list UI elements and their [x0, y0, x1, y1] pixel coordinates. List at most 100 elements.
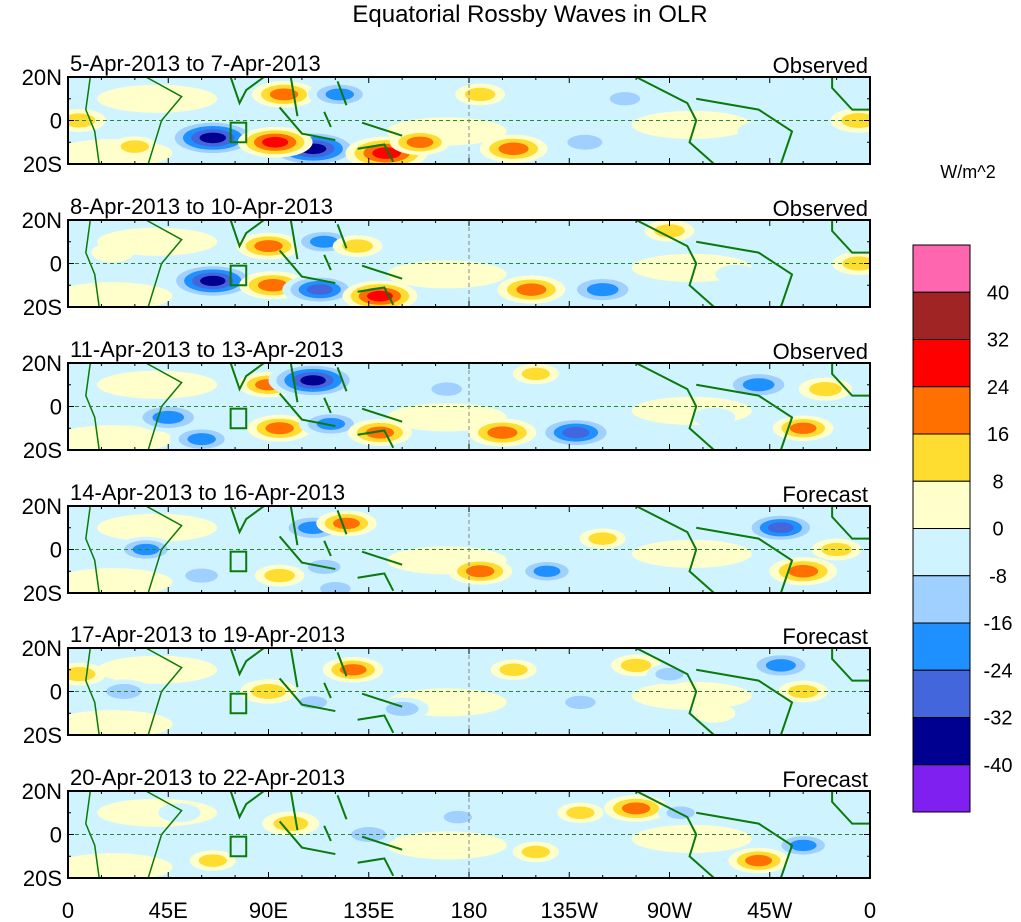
anomaly-contour	[692, 407, 736, 427]
anomaly-contour	[385, 701, 419, 716]
background-band	[631, 681, 752, 710]
asia-coastline	[229, 77, 403, 163]
colorbar-label: 24	[987, 377, 1009, 399]
panel-4: 20N 0 20S 14-Apr-2013 to 16-Apr-2013 Forecas…	[22, 480, 871, 606]
anomaly-contour	[185, 568, 219, 583]
colorbar: 40 32 24 16 8 0 -8 -16 -24 -32 -40	[912, 244, 1013, 813]
background-band	[97, 513, 218, 542]
x-tick-label: 0	[864, 898, 876, 922]
x-tick-label: 45E	[149, 898, 188, 922]
colorbar-label: 32	[987, 330, 1009, 352]
colorbar-swatch	[912, 717, 971, 766]
colorbar-swatch	[912, 528, 971, 577]
anomaly-contour	[200, 275, 226, 287]
anomaly-contour	[254, 240, 283, 253]
panel-date: 5-Apr-2013 to 7-Apr-2013	[70, 51, 321, 76]
anomaly-contour	[106, 684, 142, 699]
panel-field	[68, 648, 870, 735]
anomaly-contour	[809, 382, 842, 397]
anomaly-contour	[273, 816, 309, 832]
anomaly-contour	[443, 810, 473, 824]
anomaly-contour	[333, 517, 360, 530]
anomaly-contour	[842, 256, 870, 271]
colorbar-swatch	[912, 669, 971, 718]
anomaly-contour	[431, 382, 462, 396]
anomaly-contour	[789, 422, 817, 434]
colorbar-label: 40	[987, 282, 1009, 304]
panel-date: 14-Apr-2013 to 16-Apr-2013	[70, 480, 345, 505]
panel-2: 20N 0 20S 8-Apr-2013 to 10-Apr-2013 Observed	[22, 194, 871, 320]
anomaly-contour	[198, 854, 227, 867]
x-tick-label: 180	[451, 898, 488, 922]
panel-kind: Observed	[773, 196, 868, 221]
chart-title: Equatorial Rossby Waves in OLR	[352, 1, 707, 28]
region-box	[229, 264, 248, 287]
colorbar-label: -32	[984, 708, 1013, 730]
anomaly-contour	[351, 827, 387, 842]
anomaly-contour	[152, 410, 185, 424]
asia-coastline	[229, 506, 403, 592]
anomaly-contour	[567, 134, 603, 150]
panel-field	[68, 220, 870, 307]
anomaly-contour	[342, 239, 373, 253]
y-tick-label: 0	[50, 680, 62, 705]
x-tick-label: 45W	[747, 898, 792, 922]
y-tick-label: 20N	[22, 351, 62, 376]
anomaly-contour	[199, 132, 227, 144]
colorbar-swatch	[912, 764, 971, 813]
anomaly-contour	[406, 136, 434, 148]
colorbar-label: -16	[984, 613, 1013, 635]
background-band	[68, 710, 173, 735]
panel-date: 11-Apr-2013 to 13-Apr-2013	[70, 337, 344, 362]
colorbar-swatch	[912, 339, 971, 388]
y-tick-label: 20S	[23, 438, 62, 463]
anomaly-contour	[499, 663, 528, 677]
asia-coastline	[229, 363, 403, 449]
background-band	[631, 110, 752, 139]
panel-6: 20N 0 20S 20-Apr-2013 to 22-Apr-2013 Forecas…	[22, 765, 871, 891]
anomaly-contour	[257, 279, 288, 292]
anomaly-contour	[586, 283, 619, 297]
colorbar-swatch	[912, 386, 971, 435]
y-tick-label: 20S	[23, 866, 62, 891]
panel-kind: Observed	[773, 339, 868, 364]
anomaly-contour	[562, 427, 590, 439]
panel-kind: Forecast	[782, 482, 868, 507]
anomaly-contour	[789, 839, 817, 852]
asia-coastline	[229, 791, 403, 877]
background-band	[386, 260, 507, 289]
background-band	[68, 853, 173, 878]
x-tick-label: 135W	[541, 898, 599, 922]
background-band	[97, 84, 218, 113]
y-tick-label: 20N	[22, 65, 62, 90]
anomaly-contour	[521, 845, 550, 859]
colorbar-label: -40	[984, 755, 1013, 777]
colorbar-label: -24	[984, 660, 1013, 682]
panel-1: 20N 0 20S 5-Apr-2013 to 7-Apr-2013 Observed	[22, 51, 871, 177]
anomaly-contour	[465, 565, 495, 578]
anomaly-contour	[300, 375, 326, 386]
anomaly-contour	[187, 433, 216, 446]
panel-kind: Observed	[773, 53, 868, 78]
anomaly-contour	[464, 87, 496, 102]
anomaly-contour	[316, 417, 346, 430]
anomaly-contour	[265, 422, 294, 435]
anomaly-contour	[692, 703, 736, 723]
background-band	[631, 824, 752, 853]
y-tick-label: 20S	[23, 723, 62, 748]
anomaly-contour	[262, 136, 289, 148]
x-axis: 0 45E 90E 135E 180 135W 90W 45W 0	[62, 898, 876, 922]
anomaly-contour	[487, 426, 518, 439]
panel-field	[68, 363, 870, 450]
region-box	[229, 121, 248, 144]
colorbar-swatch	[912, 622, 971, 671]
anomaly-contour	[264, 568, 295, 583]
colorbar-swatch	[912, 244, 971, 293]
colorbar-label: 0	[992, 519, 1003, 541]
background-band	[97, 370, 218, 399]
anomaly-contour	[325, 88, 355, 101]
y-tick-label: 20S	[23, 152, 62, 177]
y-tick-label: 0	[50, 538, 62, 563]
x-tick-label: 90W	[647, 898, 692, 922]
colorbar-units: W/m^2	[940, 162, 995, 182]
